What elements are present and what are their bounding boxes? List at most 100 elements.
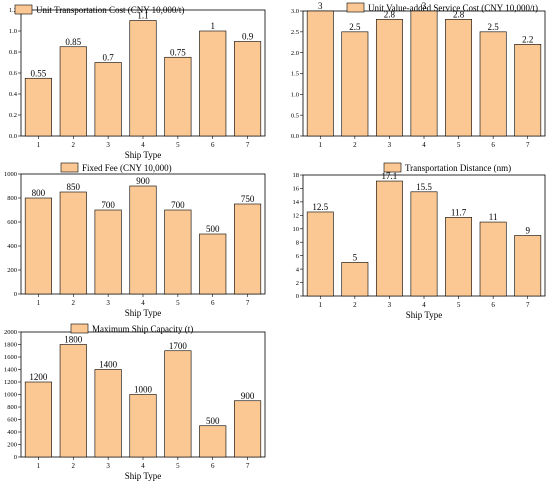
x-tick-label-3: 3 (388, 141, 392, 149)
bar-6 (479, 221, 507, 297)
x-tick-label-3: 3 (388, 301, 392, 309)
panel-unit-value-added-service-cost: 32.52.832.82.52.2 0.00.51.01.52.02.53.0 … (291, 1, 546, 149)
y-tick-label-4: 4 (296, 266, 300, 273)
x-axis-label: Ship Type (125, 471, 161, 481)
legend-swatch (70, 323, 89, 334)
y-tick-label-2.0: 2.0 (291, 50, 299, 57)
data-label-6: 11 (489, 212, 498, 222)
x-tick-label-6: 6 (211, 299, 215, 307)
data-label-7: 0.9 (242, 32, 254, 42)
bar-3 (94, 62, 122, 137)
bar-2 (59, 46, 87, 137)
data-label-7: 9 (525, 226, 530, 236)
y-tick-label-18: 18 (293, 172, 300, 179)
data-label-3: 17.1 (382, 171, 398, 181)
data-label-5: 11.7 (451, 207, 467, 217)
legend-label: Transportation Distance (nm) (405, 163, 511, 173)
y-tick-label-0.2: 0.2 (9, 112, 17, 119)
y-tick-label-0.5: 0.5 (291, 112, 299, 119)
legend-label: Unit Transportation Cost (CNY 10,000/t) (36, 5, 184, 15)
x-tick-label-3: 3 (106, 462, 110, 470)
x-tick-label-4: 4 (141, 141, 145, 149)
legend-swatch (383, 162, 402, 173)
bar-5 (445, 19, 473, 137)
bar-2 (341, 262, 369, 297)
bar-4 (129, 20, 157, 137)
y-tick-label-800: 800 (7, 404, 17, 411)
y-tick-label-1000: 1000 (4, 392, 17, 399)
data-label-6: 2.5 (488, 22, 500, 32)
data-label-5: 1700 (169, 341, 188, 351)
data-label-7: 750 (241, 194, 255, 204)
bar-4 (410, 10, 438, 137)
data-label-3: 2.8 (384, 9, 396, 19)
data-label-5: 2.8 (453, 9, 465, 19)
x-tick-label-6: 6 (211, 462, 215, 470)
x-tick-label-5: 5 (457, 141, 461, 149)
data-label-2: 850 (67, 182, 81, 192)
data-label-3: 700 (101, 200, 115, 210)
bar-3 (94, 369, 122, 458)
y-tick-label-6: 6 (296, 253, 300, 260)
data-label-1: 1200 (29, 372, 48, 382)
y-tick-label-14: 14 (293, 199, 300, 206)
y-tick-label-16: 16 (293, 186, 300, 193)
data-label-1: 12.5 (312, 202, 328, 212)
data-label-1: 3 (318, 1, 323, 11)
y-tick-label-1800: 1800 (4, 342, 17, 349)
legend-label: Maximum Ship Capacity (t) (92, 324, 193, 334)
x-tick-label-5: 5 (176, 141, 180, 149)
data-label-1: 800 (32, 188, 46, 198)
bar-7 (234, 400, 262, 458)
y-tick-label-10: 10 (293, 226, 300, 233)
bar-3 (375, 180, 403, 297)
bar-7 (514, 44, 542, 137)
x-tick-label-4: 4 (422, 301, 426, 309)
x-tick-label-5: 5 (176, 299, 180, 307)
y-tick-label-2: 2 (296, 280, 299, 287)
x-axis-label: Ship Type (125, 150, 161, 160)
x-tick-label-6: 6 (211, 141, 215, 149)
bar-1 (306, 10, 334, 137)
data-label-4: 1000 (134, 385, 153, 395)
x-tick-label-2: 2 (353, 141, 357, 149)
y-tick-label-2.5: 2.5 (291, 29, 299, 36)
bar-7 (234, 41, 262, 137)
y-tick-label-600: 600 (7, 219, 17, 226)
x-tick-label-2: 2 (72, 299, 76, 307)
x-tick-label-7: 7 (246, 299, 250, 307)
y-tick-label-0: 0 (14, 454, 17, 461)
y-tick-label-0.4: 0.4 (9, 91, 18, 98)
data-label-5: 700 (171, 200, 185, 210)
y-tick-label-200: 200 (7, 267, 17, 274)
legend-swatch (60, 162, 79, 173)
y-tick-label-200: 200 (7, 442, 17, 449)
bar-1 (306, 211, 334, 297)
y-tick-label-0.6: 0.6 (9, 70, 18, 77)
y-tick-label-0: 0 (14, 291, 17, 298)
y-tick-label-1.2: 1.2 (9, 7, 17, 14)
bar-2 (59, 191, 87, 295)
x-tick-label-1: 1 (37, 462, 41, 470)
x-tick-label-1: 1 (37, 141, 41, 149)
bar-1 (24, 77, 52, 137)
data-label-3: 0.7 (103, 53, 115, 63)
y-tick-label-0.0: 0.0 (9, 133, 17, 140)
y-tick-label-3.0: 3.0 (291, 8, 299, 15)
y-tick-label-1200: 1200 (4, 379, 17, 386)
x-tick-label-3: 3 (106, 141, 110, 149)
data-label-4: 900 (136, 176, 150, 186)
x-tick-label-6: 6 (491, 141, 495, 149)
legend-swatch (346, 2, 365, 13)
data-label-4: 1.1 (137, 11, 148, 21)
bar-1 (24, 197, 52, 295)
bar-1 (24, 381, 52, 458)
x-tick-label-2: 2 (72, 462, 76, 470)
data-label-4: 15.5 (416, 182, 432, 192)
x-tick-label-7: 7 (246, 141, 250, 149)
y-tick-label-1400: 1400 (4, 367, 17, 374)
bar-4 (129, 394, 157, 458)
bar-2 (59, 344, 87, 458)
data-label-2: 0.85 (65, 37, 81, 47)
